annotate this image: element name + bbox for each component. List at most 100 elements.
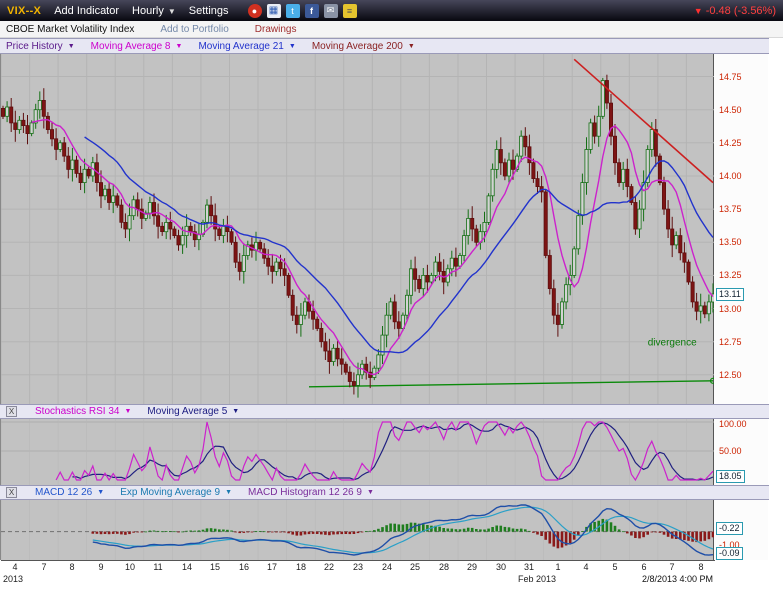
price-chart-svg: divergence — [1, 54, 715, 404]
date-label: 7 — [669, 562, 675, 572]
stoch-ma5-dropdown[interactable]: Moving Average 5 ▼ — [147, 406, 240, 417]
date-label: 4 — [583, 562, 589, 572]
macd-hist-dropdown[interactable]: MACD Histogram 12 26 9 ▼ — [248, 487, 374, 498]
macd-chart-svg — [1, 500, 715, 560]
notes-icon[interactable]: ≡ — [342, 3, 357, 18]
info-bar: CBOE Market Volatility Index Add to Port… — [0, 21, 783, 38]
date-label: 8 — [69, 562, 75, 572]
date-label: 11 — [153, 562, 163, 572]
price-tick: 13.00 — [719, 304, 742, 314]
macd-scale-tick: -1.00 — [719, 540, 740, 550]
price-tick: 12.75 — [719, 337, 742, 347]
price-history-dropdown[interactable]: Price History ▼ — [6, 40, 75, 52]
date-label: 7 — [41, 562, 47, 572]
last-bar-timestamp: 2/8/2013 4:00 PM — [641, 574, 713, 584]
price-tick: 13.75 — [719, 204, 742, 214]
date-label: 14 — [181, 562, 192, 572]
chevron-down-icon: ▼ — [124, 408, 132, 415]
down-arrow-icon: ▼ — [693, 5, 703, 16]
price-tick: 14.25 — [719, 138, 742, 148]
settings-button[interactable]: Settings — [188, 4, 229, 17]
right-margin — [768, 54, 783, 404]
chevron-down-icon: ▼ — [97, 489, 105, 496]
price-tick: 13.50 — [719, 237, 742, 247]
change-value: -0.48 (-3.56%) — [705, 4, 776, 17]
date-label: 15 — [209, 562, 220, 572]
price-tick: 14.75 — [719, 72, 742, 82]
last-price-tag: 13.11 — [716, 288, 744, 301]
price-chart-row: divergence 14.75 14.50 14.25 14.00 13.75 13.5… — [0, 54, 783, 404]
date-label: 10 — [124, 562, 135, 572]
top-toolbar: VIX--X Add Indicator Hourly ▼ Settings ● … — [0, 0, 783, 21]
price-axis: 14.75 14.50 14.25 14.00 13.75 13.50 13.25 13.00… — [714, 54, 768, 404]
date-label: 25 — [409, 562, 420, 572]
date-axis: 4 7 8 9 10 11 14 15 16 17 18 22 23 24 25 28 29 30 31 1 4 5 6 7 8 — [1, 560, 715, 573]
stoch-chart-plot[interactable] — [0, 419, 715, 485]
macd-dropdown[interactable]: MACD 12 26 ▼ — [35, 487, 105, 498]
stoch-chart-svg — [1, 419, 715, 485]
chart-icon[interactable]: ▦ — [266, 3, 281, 18]
chevron-down-icon: ▼ — [175, 42, 183, 50]
chevron-down-icon: ▼ — [167, 6, 176, 16]
price-tick: 14.50 — [719, 105, 742, 115]
ma21-dropdown[interactable]: Moving Average 21 ▼ — [198, 40, 296, 52]
date-label: 9 — [98, 562, 104, 572]
stoch-tick: 100.00 — [719, 419, 747, 429]
toolbar-icons: ● ▦ t f ✉ ≡ — [247, 3, 357, 18]
interval-label: Hourly — [132, 4, 164, 17]
date-label: 29 — [466, 562, 477, 572]
price-chart-plot[interactable]: divergence — [0, 54, 715, 404]
stoch-panel-header: X Stochastics RSI 34 ▼ Moving Average 5 ▼ — [0, 404, 769, 419]
add-indicator-button[interactable]: Add Indicator — [54, 4, 120, 17]
month-axis: 2013 Feb 2013 2/8/2013 4:00 PM — [1, 573, 715, 588]
ma8-dropdown[interactable]: Moving Average 8 ▼ — [90, 40, 183, 52]
close-stoch-panel-button[interactable]: X — [6, 406, 17, 417]
instrument-description: CBOE Market Volatility Index — [6, 23, 135, 35]
chevron-down-icon: ▼ — [225, 489, 233, 496]
right-margin — [768, 419, 783, 485]
date-label: 23 — [352, 562, 363, 572]
stoch-tick: 50.00 — [719, 446, 742, 456]
close-macd-panel-button[interactable]: X — [6, 487, 17, 498]
macd-hist-tag: -0.09 — [716, 547, 743, 560]
date-label: 24 — [381, 562, 392, 572]
price-change: ▼ -0.48 (-3.56%) — [694, 5, 776, 17]
macd-histogram-bars — [91, 518, 715, 549]
add-to-portfolio-link[interactable]: Add to Portfolio — [160, 23, 229, 35]
month-label: Feb 2013 — [518, 574, 557, 584]
date-label: 6 — [641, 562, 647, 572]
price-tick: 12.50 — [719, 370, 742, 380]
macd-value-tag: -0.22 — [716, 522, 743, 535]
price-tick: 14.00 — [719, 171, 742, 181]
twitter-icon[interactable]: t — [285, 3, 300, 18]
date-label: 5 — [612, 562, 618, 572]
macd-axis: -0.22 -1.00 -0.09 — [714, 500, 768, 560]
date-label: 18 — [295, 562, 306, 572]
pin-icon[interactable]: ● — [247, 3, 262, 18]
chevron-down-icon: ▼ — [232, 408, 240, 415]
symbol-label: VIX--X — [7, 4, 42, 17]
main-panel-header: Price History ▼ Moving Average 8 ▼ Moving … — [0, 38, 769, 54]
date-label: 31 — [523, 562, 534, 572]
macd-chart-row: -0.22 -1.00 -0.09 — [0, 500, 783, 560]
divergence-annotation: divergence — [648, 338, 697, 349]
ma200-dropdown[interactable]: Moving Average 200 ▼ — [311, 40, 415, 52]
date-label: 30 — [495, 562, 506, 572]
interval-dropdown[interactable]: Hourly ▼ — [132, 5, 176, 17]
date-label: 4 — [12, 562, 18, 572]
trendline-annotation — [573, 58, 714, 184]
facebook-icon[interactable]: f — [304, 3, 319, 18]
right-margin — [768, 500, 783, 560]
email-icon[interactable]: ✉ — [323, 3, 338, 18]
stoch-rsi-dropdown[interactable]: Stochastics RSI 34 ▼ — [35, 406, 132, 417]
stoch-axis: 100.00 50.00 18.05 — [714, 419, 768, 485]
date-label: 16 — [238, 562, 249, 572]
chevron-down-icon: ▼ — [407, 42, 415, 50]
chevron-down-icon: ▼ — [67, 42, 75, 50]
drawings-link[interactable]: Drawings — [254, 23, 297, 35]
date-label: 28 — [438, 562, 449, 572]
stoch-last-tag: 18.05 — [716, 470, 745, 483]
macd-chart-plot[interactable] — [0, 500, 715, 560]
chevron-down-icon: ▼ — [288, 42, 296, 50]
macd-ema9-dropdown[interactable]: Exp Moving Average 9 ▼ — [120, 487, 233, 498]
